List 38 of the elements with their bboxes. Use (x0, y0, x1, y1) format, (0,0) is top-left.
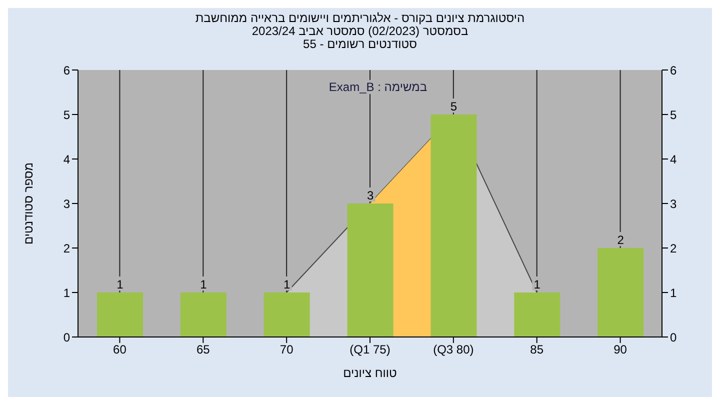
y2-tick-label: 2 (670, 241, 677, 256)
y-tick-label: 5 (63, 108, 70, 122)
data-label: 2 (617, 233, 624, 247)
y-axis-title: מספר סטודנטים (21, 162, 36, 245)
y-tick-label: 0 (63, 330, 70, 344)
x-tick-label: 60 (113, 342, 127, 357)
y-tick-label: 1 (63, 286, 70, 300)
bar (514, 292, 560, 337)
x-tick-label: (Q3 80) (433, 342, 474, 357)
y-tick-label: 2 (63, 241, 70, 256)
chart-subtitle: בסמסטר (02/2023) סמסטר אביב 2023/24 סטודנטים רשומים - 55 (250, 24, 470, 51)
x-tick-label: (Q1 75) (350, 342, 390, 357)
bar (180, 292, 226, 337)
data-label: 1 (116, 278, 124, 292)
data-label: 3 (366, 188, 374, 202)
data-label: 1 (200, 278, 208, 292)
y2-tick-label: 5 (670, 108, 677, 122)
y2-tick-label: 4 (670, 152, 677, 166)
x-tick-label: 65 (196, 342, 210, 357)
data-label: 1 (284, 278, 291, 292)
data-label: 5 (450, 100, 458, 114)
y2-tick-label: 0 (670, 330, 677, 344)
bar (97, 292, 143, 337)
y-tick-label: 6 (63, 63, 70, 78)
y2-tick-label: 1 (670, 286, 677, 300)
x-tick-label: 70 (280, 342, 294, 357)
chart-title: היסטוגרמת ציונים בקורס - אלגוריתמים ויישומים בראייה ממוחשבת (194, 11, 526, 25)
x-tick-label: 85 (530, 342, 544, 357)
y-tick-label: 3 (63, 196, 70, 211)
bar (264, 292, 310, 337)
annotation: במשימה : Exam_B (323, 80, 433, 94)
bar (598, 248, 644, 337)
data-label: 1 (534, 278, 541, 292)
x-tick-label: 90 (614, 342, 628, 357)
y2-tick-label: 3 (670, 196, 677, 211)
y2-tick-label: 6 (670, 63, 677, 78)
y-tick-label: 4 (63, 152, 70, 166)
x-axis-title: טווח ציונים (343, 366, 398, 380)
